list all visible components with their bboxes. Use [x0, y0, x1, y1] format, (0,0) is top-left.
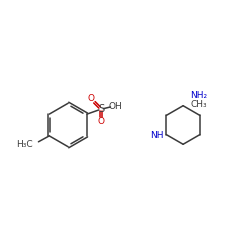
Text: NH₂: NH₂ — [190, 91, 207, 100]
Text: O: O — [98, 117, 105, 126]
Text: CH₃: CH₃ — [190, 100, 207, 109]
Text: O: O — [88, 94, 95, 103]
Text: H₃C: H₃C — [16, 140, 33, 149]
Text: S: S — [98, 104, 104, 114]
Text: OH: OH — [108, 102, 122, 111]
Text: NH: NH — [150, 132, 164, 140]
